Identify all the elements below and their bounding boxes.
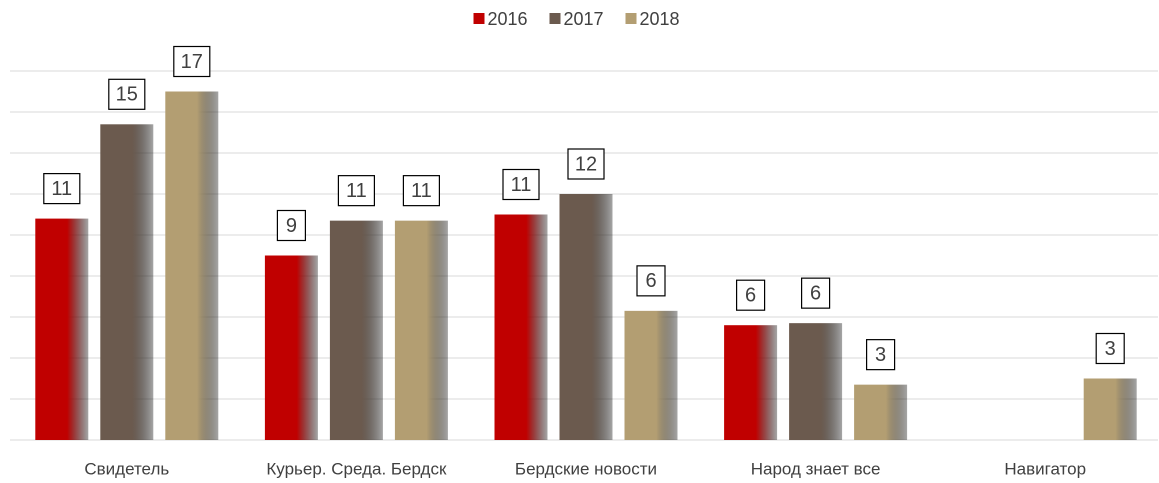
bar — [264, 255, 318, 440]
data-label: 12 — [575, 153, 597, 175]
legend-label: 2018 — [640, 9, 680, 29]
data-label-box — [337, 175, 375, 207]
data-label: 3 — [875, 344, 886, 366]
data-label: 9 — [286, 215, 297, 237]
legend-label: 2017 — [564, 9, 604, 29]
data-label-box — [402, 175, 440, 207]
bar — [394, 220, 448, 440]
data-label-box — [276, 209, 306, 242]
data-label: 6 — [745, 284, 756, 306]
data-label: 11 — [411, 180, 432, 202]
legend-swatch — [549, 13, 561, 24]
bar — [854, 384, 908, 440]
bar — [494, 214, 548, 440]
x-tick-label: Навигатор — [1004, 459, 1086, 478]
data-label: 6 — [645, 270, 656, 292]
data-label-box — [735, 279, 766, 311]
data-label: 15 — [116, 84, 138, 106]
legend-label: 2016 — [488, 9, 528, 29]
data-label-box — [636, 265, 666, 297]
data-label-box — [1095, 332, 1125, 365]
legend-swatch — [473, 13, 485, 24]
data-label: 3 — [1105, 338, 1116, 360]
data-label-box — [865, 339, 896, 371]
bar — [624, 310, 678, 440]
bar — [789, 323, 843, 440]
data-label-box — [567, 148, 605, 180]
x-tick-label: Свидетель — [84, 459, 169, 478]
bar — [329, 220, 383, 440]
data-label: 6 — [810, 282, 821, 304]
data-label-box — [502, 168, 540, 201]
bar — [559, 194, 613, 440]
data-label-box — [43, 173, 81, 205]
data-label: 17 — [181, 51, 203, 73]
data-label: 11 — [51, 178, 72, 200]
bar — [100, 124, 154, 441]
data-label: 11 — [346, 180, 367, 202]
x-tick-label: Курьер. Среда. Бердск — [266, 459, 447, 478]
bar — [165, 91, 219, 440]
data-label-box — [800, 277, 831, 309]
bar — [35, 218, 89, 440]
data-label-box — [173, 45, 211, 78]
data-label: 11 — [511, 174, 532, 196]
legend-swatch — [625, 13, 637, 24]
x-tick-label: Народ знает все — [751, 459, 881, 478]
x-tick-label: Бердские новости — [515, 459, 657, 478]
bar — [724, 325, 778, 440]
bar — [1083, 378, 1137, 440]
data-label-box — [108, 78, 146, 110]
